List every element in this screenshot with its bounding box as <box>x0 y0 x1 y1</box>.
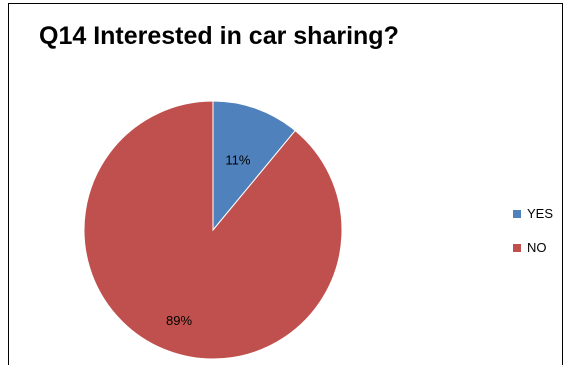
legend-swatch-no <box>513 243 521 252</box>
data-label-no: 89% <box>166 313 192 328</box>
legend-item-no: NO <box>513 239 553 256</box>
chart-title: Q14 Interested in car sharing? <box>39 22 399 50</box>
pie-slice-no <box>83 100 343 360</box>
legend-label-yes: YES <box>527 206 554 221</box>
chart-legend: YES NO <box>513 205 553 273</box>
data-label-yes: 11% <box>225 153 250 168</box>
legend-item-yes: YES <box>513 205 553 222</box>
pie-slice-yes <box>212 100 296 232</box>
legend-label-no: NO <box>527 240 547 255</box>
legend-swatch-yes <box>513 209 521 218</box>
